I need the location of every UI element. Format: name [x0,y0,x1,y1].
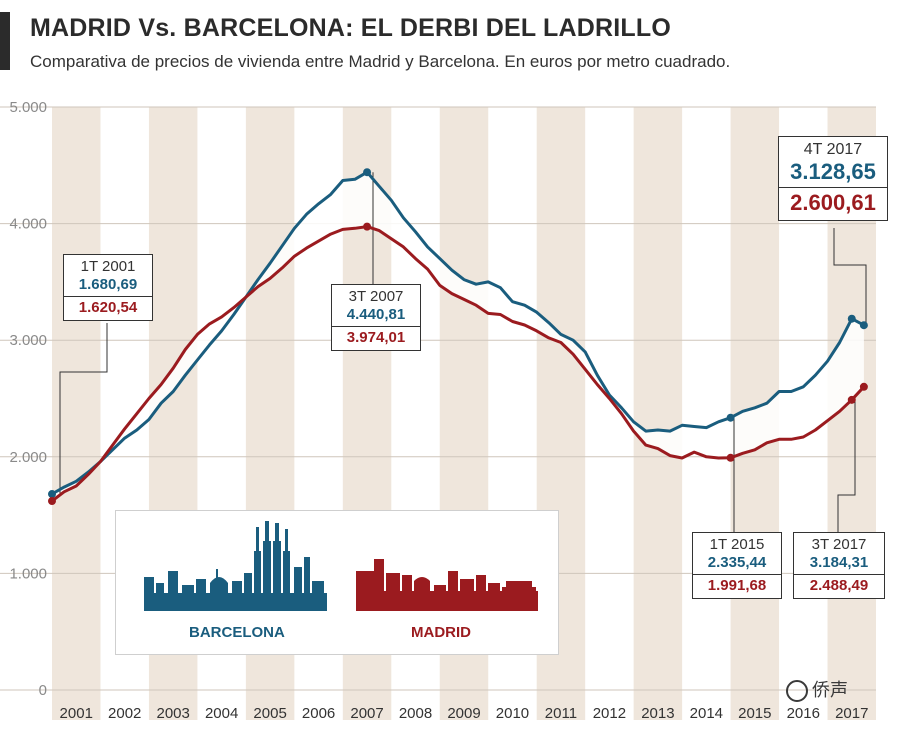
x-axis-ticks: 2001 2002 2003 2004 2005 2006 2007 2008 2009 2010… [60,705,869,722]
callout-barcelona-value: 1.680,69 [78,276,138,293]
callout-madrid-value: 3.974,01 [346,329,406,346]
callout-period: 3T 2007 [348,288,404,305]
wechat-icon [786,680,808,702]
y-tick-label: 3.000 [9,332,47,349]
x-tick-label: 2003 [156,705,189,722]
x-tick-label: 2006 [302,705,335,722]
legend-madrid-label: MADRID [411,624,471,641]
year-stripe [52,107,101,720]
y-tick-label: 2.000 [9,449,47,466]
x-tick-label: 2005 [253,705,286,722]
y-tick-label: 4.000 [9,216,47,233]
leader-line [833,228,867,326]
data-point-marker [363,168,372,177]
x-tick-label: 2015 [738,705,771,722]
callout-leader-lines [59,172,867,532]
chart-subtitle: Comparativa de precios de vivienda entre… [30,52,731,71]
leader-line [59,323,108,495]
callout-madrid-value: 2.488,49 [809,577,869,594]
madrid-skyline-icon [356,559,538,611]
x-tick-label: 2017 [835,705,868,722]
data-point-marker [859,321,868,330]
data-point-marker [847,395,856,404]
data-point-marker [847,314,856,323]
callout-madrid-value: 1.991,68 [707,577,767,594]
y-tick-label: 0 [39,682,47,699]
callout-period: 4T 2017 [803,141,863,158]
series-markers [48,168,868,506]
legend-box: BARCELONA MADRID [115,510,559,655]
callout-1t-2015: 1T 2015 2.335,44 1.991,68 [692,532,782,599]
title-accent-bar [0,12,10,70]
data-point-marker [859,382,868,391]
y-axis-ticks: 0 1.000 2.000 3.000 4.000 5.000 [9,99,47,699]
year-stripe [633,107,683,720]
data-point-marker [48,490,56,499]
callout-barcelona-value: 3.128,65 [790,159,876,184]
leader-line [837,399,856,532]
x-tick-label: 2002 [108,705,141,722]
callout-3t-2017: 3T 2017 3.184,31 2.488,49 [793,532,885,599]
x-tick-label: 2007 [350,705,383,722]
gap-area [52,172,864,501]
chart-title: MADRID Vs. BARCELONA: EL DERBI DEL LADRI… [30,14,672,42]
callout-madrid-value: 1.620,54 [78,299,138,316]
y-tick-label: 1.000 [9,565,47,582]
callout-barcelona-value: 2.335,44 [707,554,767,571]
x-tick-label: 2009 [447,705,480,722]
data-point-marker [48,497,56,506]
legend-barcelona-label: BARCELONA [189,624,285,641]
callout-1t-2001: 1T 2001 1.680,69 1.620,54 [63,254,153,321]
data-point-marker [726,453,735,462]
callout-barcelona-value: 3.184,31 [809,554,869,571]
x-tick-label: 2013 [641,705,674,722]
watermark-text: 侨声 [812,680,848,701]
x-tick-label: 2011 [545,705,577,722]
x-tick-label: 2008 [399,705,432,722]
x-tick-label: 2010 [496,705,529,722]
callout-4t-2017: 4T 2017 3.128,65 2.600,61 [778,136,888,221]
callout-madrid-value: 2.600,61 [790,190,876,215]
x-tick-label: 2016 [787,705,820,722]
data-point-marker [363,222,372,231]
x-tick-label: 2004 [205,705,238,722]
data-point-marker [726,413,735,422]
callout-barcelona-value: 4.440,81 [346,306,406,323]
x-tick-label: 2001 [60,705,93,722]
barcelona-skyline-icon [144,521,327,611]
y-tick-label: 5.000 [9,99,47,116]
x-tick-label: 2014 [690,705,723,722]
callout-period: 3T 2017 [811,536,867,553]
x-tick-label: 2012 [593,705,626,722]
callout-3t-2007: 3T 2007 4.440,81 3.974,01 [331,284,421,351]
callout-period: 1T 2015 [709,536,765,553]
callout-period: 1T 2001 [80,258,136,275]
